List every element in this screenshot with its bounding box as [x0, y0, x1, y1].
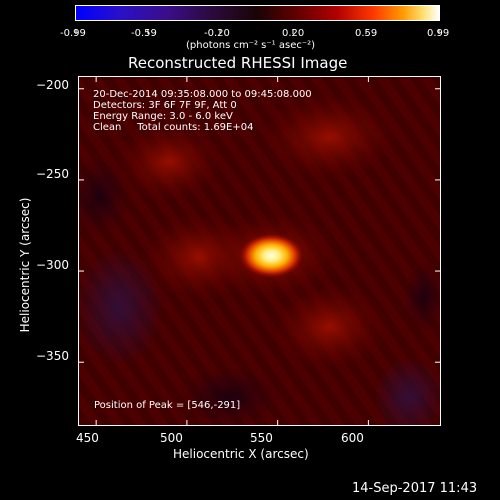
- colorbar-tick-label: 0.59: [355, 28, 378, 39]
- colorbar-tick-label: -0.99: [60, 28, 86, 39]
- colorbar-tick-label: 0.99: [427, 28, 450, 39]
- heatmap-image: 20-Dec-2014 09:35:08.000 to 09:45:08.000…: [78, 76, 441, 426]
- diffuse-feature: [269, 282, 389, 372]
- colorbar-tick-label: -0.59: [131, 28, 157, 39]
- footer-timestamp: 14-Sep-2017 11:43: [352, 481, 478, 496]
- info-line-detectors: Detectors: 3F 6F 7F 9F, Att 0: [93, 100, 237, 111]
- y-axis-label: Heliocentric Y (arcsec): [18, 197, 32, 333]
- diffuse-feature: [374, 357, 440, 425]
- diffuse-feature: [114, 122, 224, 202]
- peak-source: [239, 233, 304, 278]
- plot-title: Reconstructed RHESSI Image: [128, 54, 348, 72]
- diffuse-feature: [259, 92, 399, 182]
- colorbar-tick-label: -0.20: [204, 28, 230, 39]
- x-tick-label: 550: [250, 431, 273, 445]
- y-tick-label: −250: [36, 167, 69, 181]
- x-tick-label: 450: [76, 431, 99, 445]
- y-tick-label: −300: [36, 258, 69, 272]
- heatmap-svg: [79, 77, 440, 425]
- diffuse-feature: [404, 262, 440, 332]
- colorbar-tick-label: 0.20: [282, 28, 305, 39]
- colorbar-unit-label: (photons cm⁻² s⁻¹ asec⁻²): [186, 40, 316, 51]
- diffuse-feature: [79, 247, 164, 367]
- colorbar-tick-marks: [75, 20, 440, 34]
- peak-position-label: Position of Peak = [546,-291]: [94, 400, 241, 411]
- info-line-time: 20-Dec-2014 09:35:08.000 to 09:45:08.000: [93, 89, 312, 100]
- colorbar-ticks-svg: [75, 29, 440, 34]
- x-tick-label: 600: [341, 431, 364, 445]
- x-tick-label: 500: [160, 431, 183, 445]
- x-axis-label: Heliocentric X (arcsec): [173, 447, 309, 461]
- info-line-energy: Energy Range: 3.0 - 6.0 keV: [93, 111, 233, 122]
- y-tick-label: −350: [36, 349, 69, 363]
- diffuse-feature: [79, 157, 129, 237]
- diffuse-feature: [179, 367, 279, 425]
- colorbar: [75, 5, 440, 21]
- info-line-counts: Clean Total counts: 1.69E+04: [93, 122, 254, 133]
- y-tick-label: −200: [36, 78, 69, 92]
